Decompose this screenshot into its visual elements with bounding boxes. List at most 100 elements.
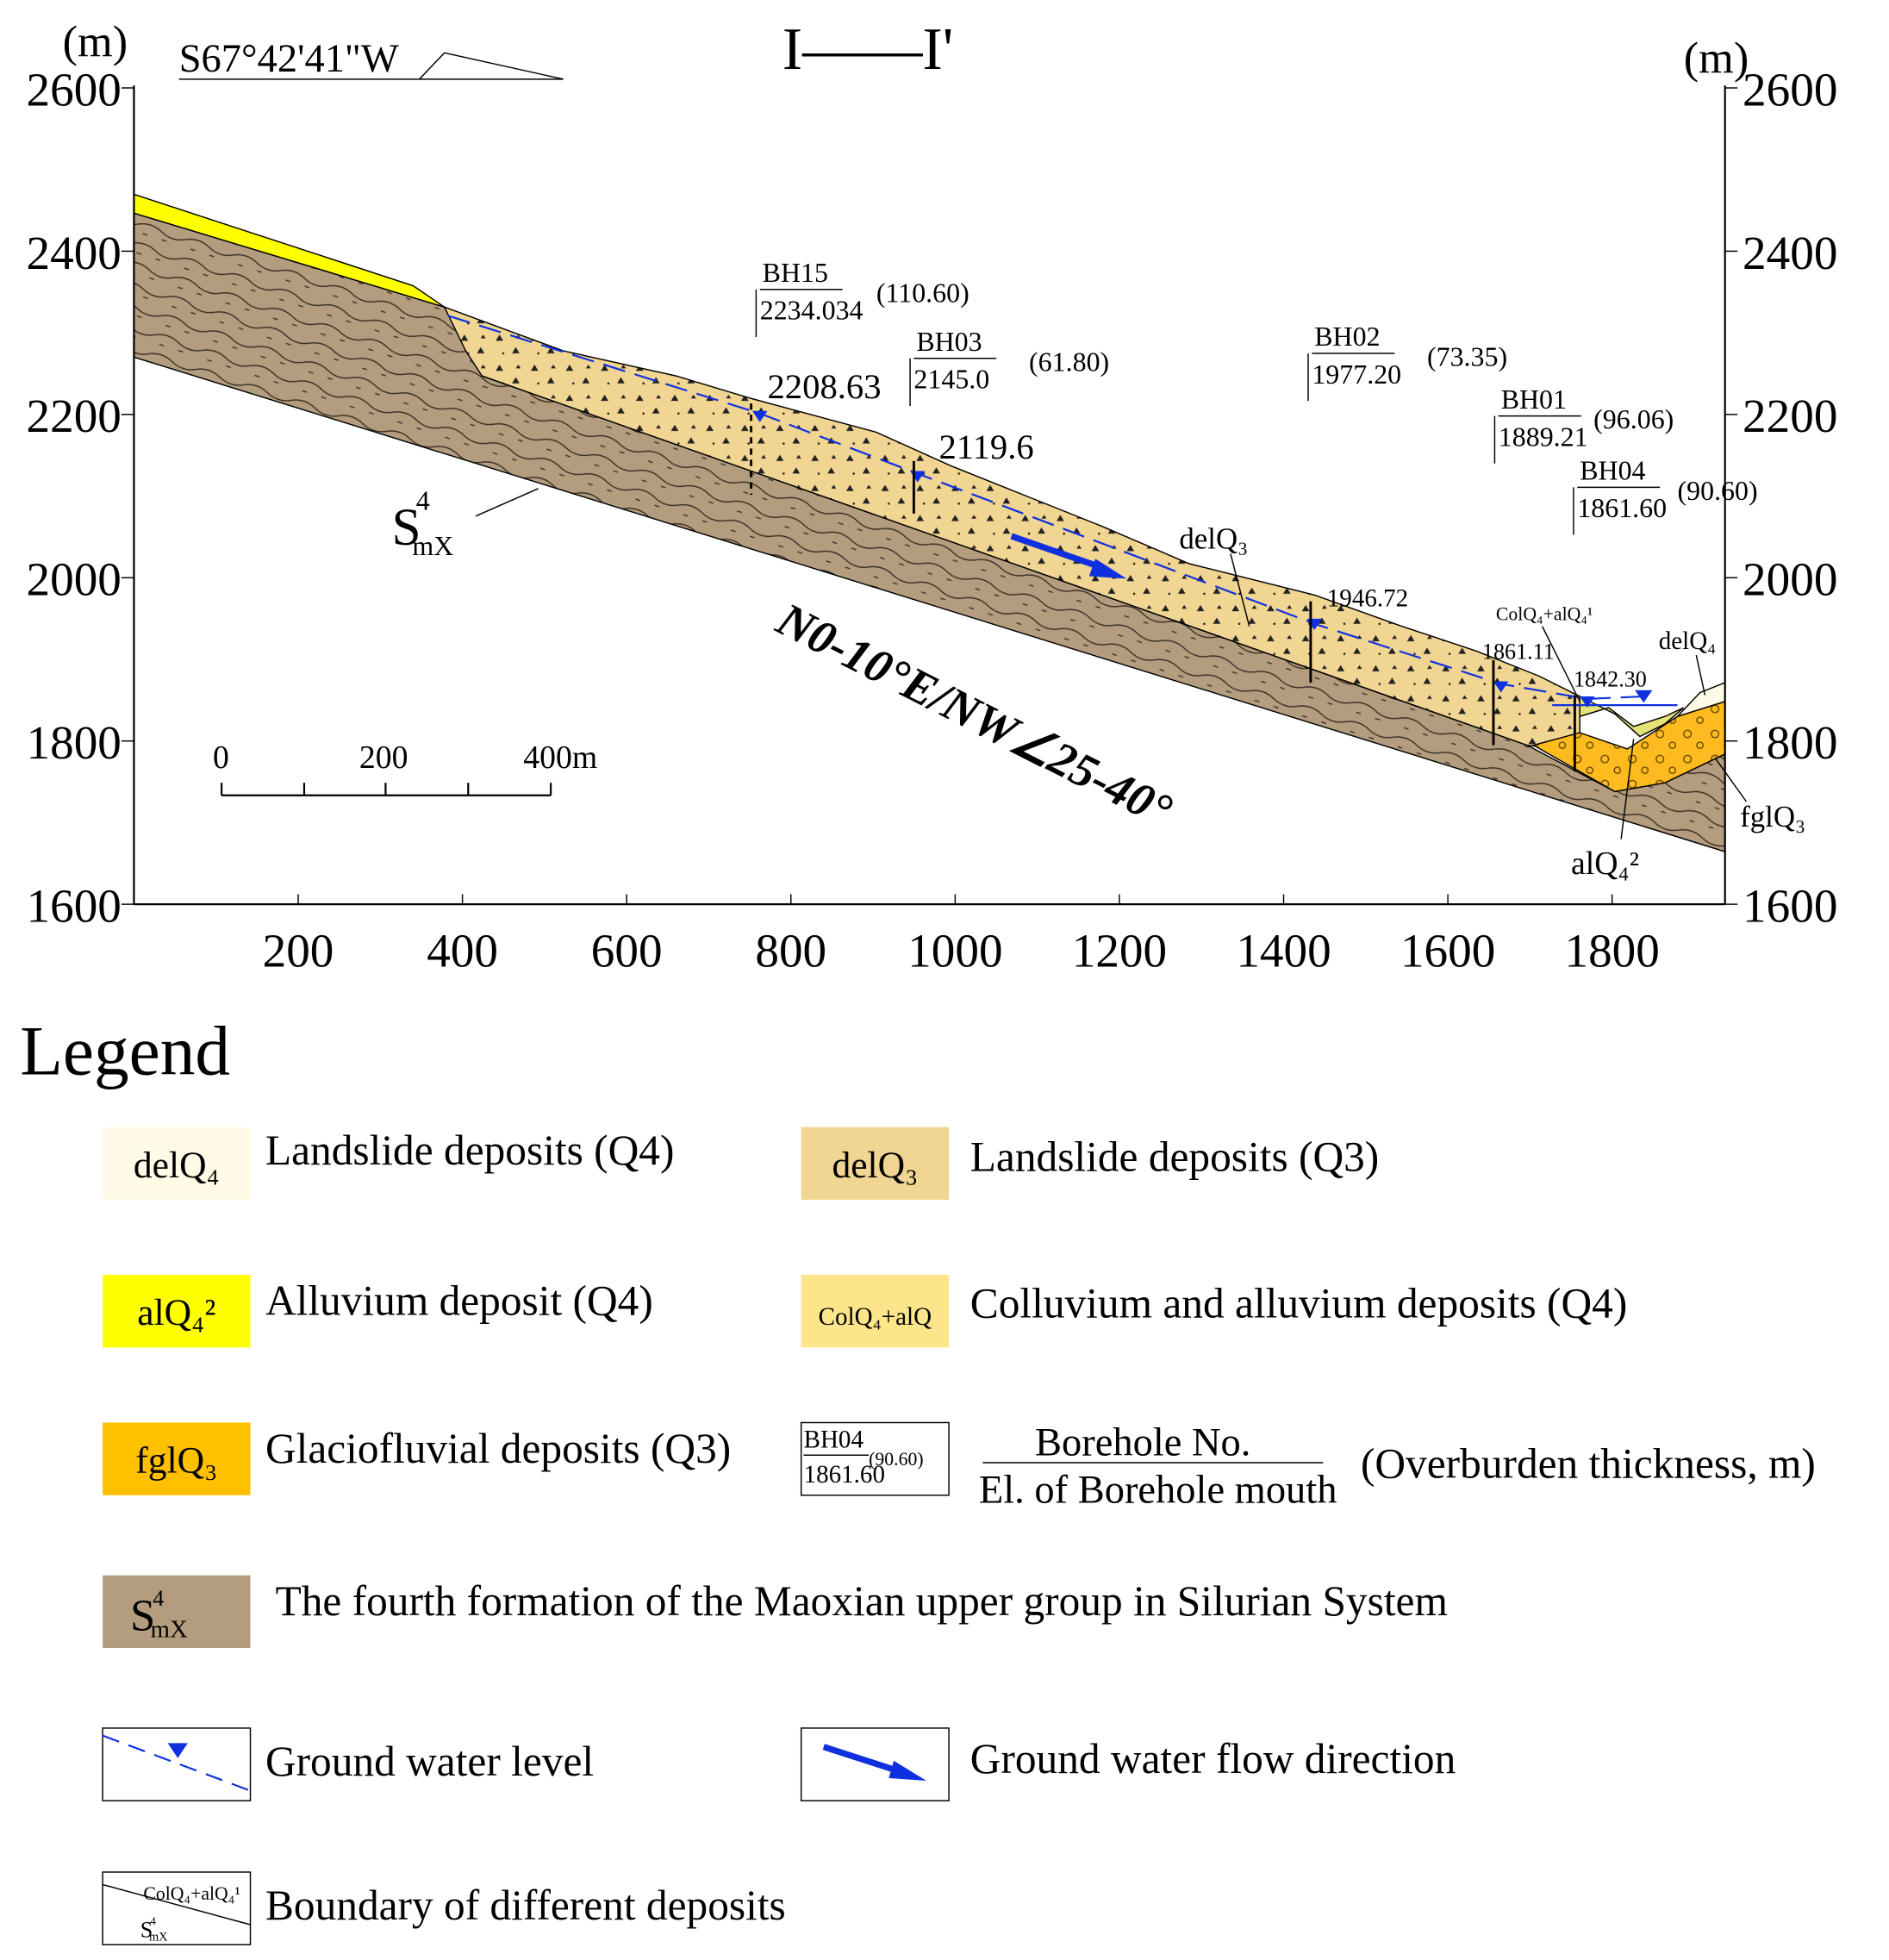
borehole-thickness: (61.80) xyxy=(1029,346,1109,377)
borehole-thickness: (96.06) xyxy=(1593,404,1674,434)
legend-symbol: alQ₄² xyxy=(137,1292,215,1333)
legend: Legend delQ₄ Landslide deposits (Q4) delQ₃ L… xyxy=(20,1013,1816,1945)
legend-caption: Borehole No. xyxy=(1035,1420,1250,1464)
borehole-elevation: 2234.034 xyxy=(760,296,863,326)
legend-label: Glaciofluvial deposits (Q3) xyxy=(265,1425,731,1472)
symbol-sup: 4 xyxy=(150,1914,156,1927)
legend-symbol: fglQ₃ xyxy=(135,1440,217,1482)
y-tick-label: 2400 xyxy=(27,227,122,279)
y-tick-label: 1600 xyxy=(1742,879,1837,932)
y-tick-label: 2200 xyxy=(27,390,122,442)
y-tick-label: 2000 xyxy=(1742,553,1837,606)
borehole-thickness: (73.35) xyxy=(1427,341,1507,371)
leader xyxy=(475,488,539,517)
unit-label: delQ₄ xyxy=(1659,627,1717,655)
borehole-name: BH15 xyxy=(763,258,828,288)
section-title: I——I' xyxy=(782,16,953,83)
borehole-elevation: 1861.60 xyxy=(1577,493,1667,523)
legend-symbol: delQ₄ xyxy=(134,1145,220,1186)
x-tick-label: 1600 xyxy=(1400,925,1495,977)
x-tick-label: 400 xyxy=(427,925,498,977)
legend-label: Ground water level xyxy=(265,1738,594,1785)
water-elevation: 1946.72 xyxy=(1327,584,1408,612)
borehole-lines xyxy=(750,403,1576,772)
scale-label: 200 xyxy=(359,740,408,776)
x-tick-label: 1000 xyxy=(907,925,1002,977)
legend-swatch xyxy=(103,1422,251,1495)
legend-caption: El. of Borehole mouth xyxy=(979,1468,1337,1512)
legend-arrowhead xyxy=(888,1760,926,1781)
x-tick-label: 1400 xyxy=(1236,925,1331,977)
symbol-main: S xyxy=(140,1918,153,1943)
leader xyxy=(1230,553,1250,627)
legend-arrow xyxy=(822,1744,902,1776)
delQ3-deposit xyxy=(443,305,1580,752)
symbol-sub: mX xyxy=(149,1930,168,1944)
flow-arrow xyxy=(1010,533,1103,571)
legend-symbol: ColQ₄+alQ xyxy=(819,1303,932,1331)
y-tick-label: 1800 xyxy=(1742,716,1837,769)
water-elevation: 2208.63 xyxy=(767,367,881,406)
legend-water-marker xyxy=(167,1743,188,1758)
legend-swatch xyxy=(801,1275,950,1348)
borehole-name: BH03 xyxy=(916,327,982,357)
bedrock-label: S4 mX xyxy=(392,486,454,561)
right-unit: (m) xyxy=(1684,34,1749,84)
unit-label: alQ₄² xyxy=(1571,846,1639,882)
leader xyxy=(1620,739,1635,840)
symbol-main: S xyxy=(130,1591,155,1641)
y-tick-label: 2000 xyxy=(27,553,122,606)
scale-label: 400m xyxy=(523,740,597,776)
legend-symbol: delQ₃ xyxy=(832,1145,918,1186)
legend-symbol: BH04 xyxy=(804,1426,864,1454)
borehole-elevation: 1977.20 xyxy=(1312,359,1401,390)
y-tick-label: 2600 xyxy=(1742,63,1837,115)
left-unit: (m) xyxy=(63,17,128,67)
borehole-labels: BH15 2234.034 (110.60) BH03 2145.0 (61.80) BH0… xyxy=(755,258,1758,535)
borehole-name: BH04 xyxy=(1580,456,1645,486)
x-tick-label: 1200 xyxy=(1072,925,1167,977)
leader xyxy=(1541,626,1580,702)
legend-swatch xyxy=(102,1871,252,1945)
y-tick-label: 1800 xyxy=(27,716,122,769)
legend-symbol: ColQ₄+alQ₄¹ xyxy=(143,1883,240,1904)
symbol-sup: 4 xyxy=(153,1586,164,1611)
borehole-thickness: (90.60) xyxy=(1678,476,1758,506)
x-tick-label: 1800 xyxy=(1564,925,1659,977)
unit-label: fglQ₃ xyxy=(1740,800,1805,833)
legend-label: Boundary of different deposits xyxy=(265,1882,786,1929)
legend-symbol: (90.60) xyxy=(869,1449,923,1470)
y-tick-label: 2200 xyxy=(1742,390,1837,442)
legend-symbol: S4 mX xyxy=(140,1914,168,1944)
legend-swatch xyxy=(102,1727,252,1801)
borehole-elevation: 2145.0 xyxy=(913,365,989,395)
legend-label: Colluvium and alluvium deposits (Q4) xyxy=(970,1279,1628,1326)
borehole-name: BH01 xyxy=(1501,384,1567,415)
legend-swatch xyxy=(801,1127,950,1200)
legend-symbol: S4 mX xyxy=(130,1586,188,1644)
y-tick-label: 1600 xyxy=(27,879,122,932)
borehole-thickness: (110.60) xyxy=(876,278,969,308)
legend-label: The fourth formation of the Maoxian uppe… xyxy=(276,1577,1448,1625)
borehole-elevation: 1889.21 xyxy=(1499,421,1588,452)
unit-label: ColQ₄+alQ₄¹ xyxy=(1496,603,1593,624)
y-tick-label: 2600 xyxy=(27,63,122,115)
legend-label: (Overburden thickness, m) xyxy=(1361,1439,1816,1487)
x-tick-label: 800 xyxy=(755,925,826,977)
legend-swatch xyxy=(103,1127,251,1200)
colluvium xyxy=(1579,695,1685,738)
legend-label: Landslide deposits (Q3) xyxy=(970,1133,1379,1181)
direction: S67°42'41"W xyxy=(179,37,399,81)
x-tick-label: 200 xyxy=(263,925,334,977)
legend-swatch xyxy=(800,1421,950,1496)
flow-arrowhead xyxy=(1088,559,1127,579)
leader xyxy=(1714,757,1747,802)
water-elevation: 1842.30 xyxy=(1574,666,1647,691)
unit-label: delQ₃ xyxy=(1179,522,1248,556)
legend-label: Landslide deposits (Q4) xyxy=(265,1127,674,1174)
legend-title: Legend xyxy=(20,1013,230,1090)
scale-bar xyxy=(221,783,552,796)
scale-label: 0 xyxy=(213,740,229,776)
